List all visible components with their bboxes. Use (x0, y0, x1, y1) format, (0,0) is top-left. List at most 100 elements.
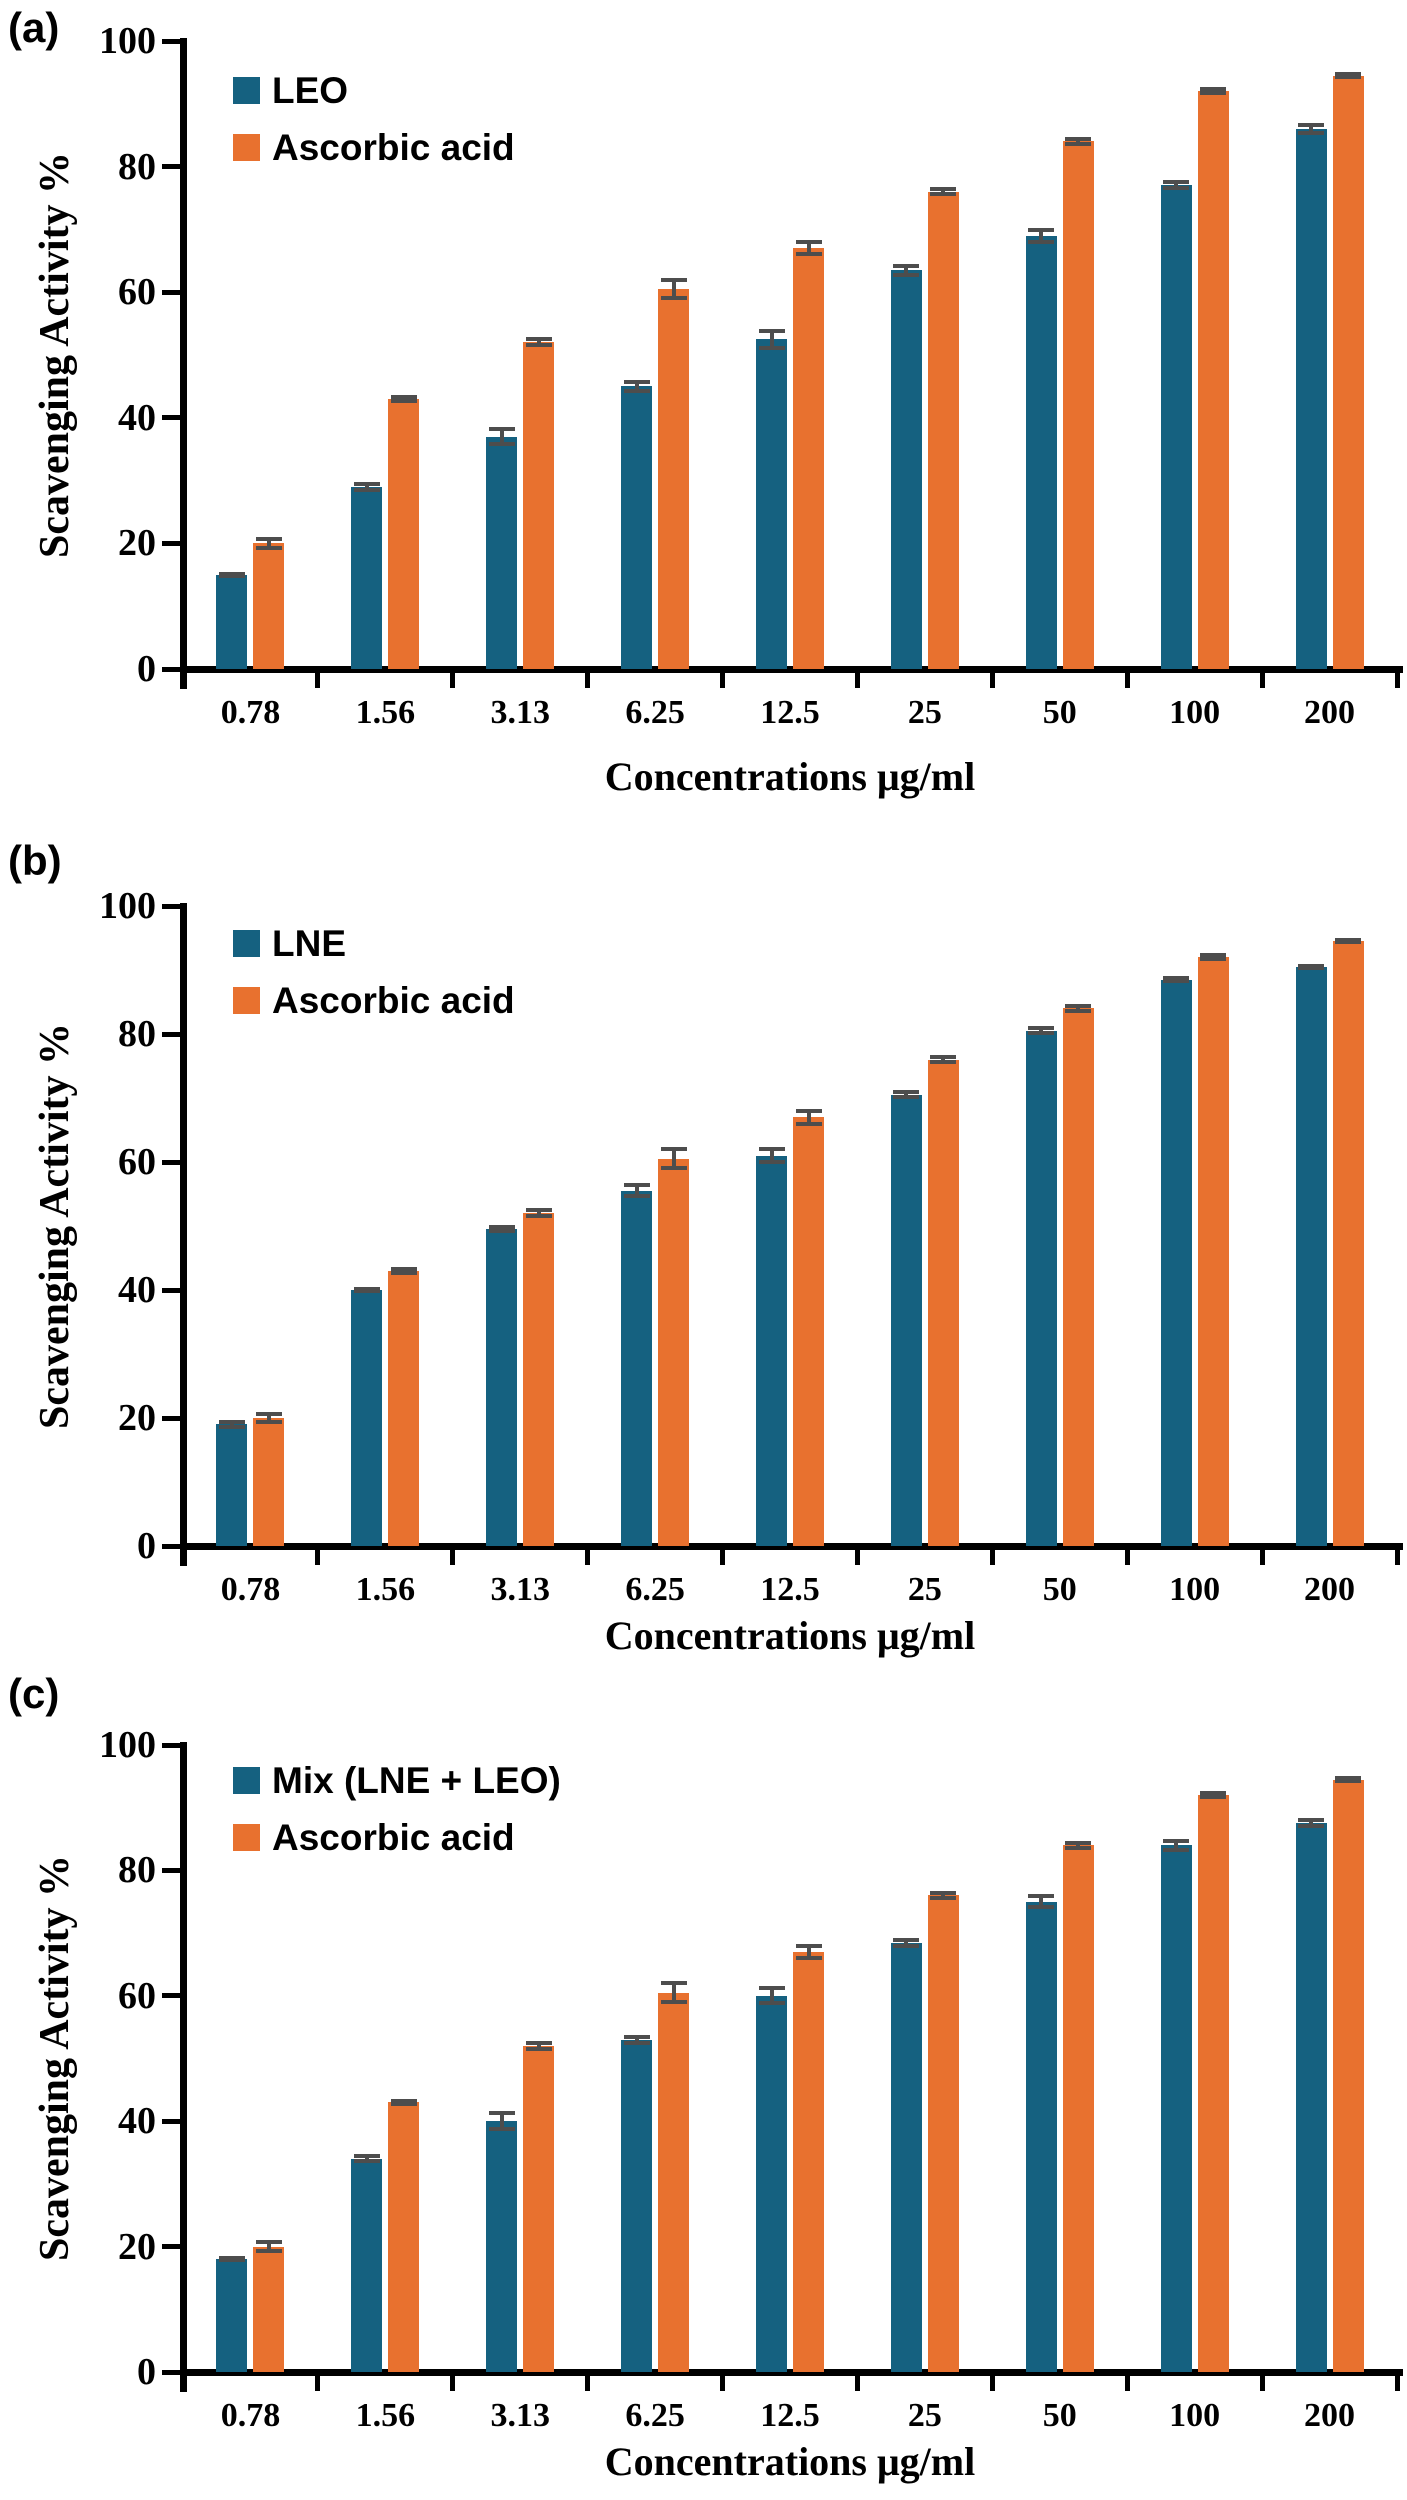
error-whisker (806, 1108, 811, 1126)
error-cap-top (1298, 1818, 1325, 1823)
error-cap-bottom (255, 2248, 282, 2253)
x-tick-mark (989, 672, 995, 688)
bar (253, 543, 285, 669)
legend: LEO Ascorbic acid (233, 69, 515, 183)
bar (1332, 75, 1364, 669)
bar (1160, 185, 1192, 669)
y-tick-mark (162, 2118, 181, 2124)
error-whisker (1039, 1894, 1044, 1910)
legend-label: Mix (LNE + LEO) (272, 1760, 561, 1801)
bar (1295, 128, 1327, 669)
y-tick-mark (162, 2369, 181, 2375)
y-tick-label: 60 (118, 1974, 156, 2017)
error-whisker (536, 337, 541, 348)
x-tick-label: 25 (907, 1571, 942, 1608)
error-cap-top (218, 1419, 245, 1424)
y-tick-label: 40 (118, 2100, 156, 2143)
error-bar (1335, 1776, 1362, 1783)
error-bar (353, 1287, 380, 1293)
y-tick-mark (162, 38, 181, 44)
error-cap-bottom (218, 1424, 245, 1429)
error-cap-bottom (525, 343, 552, 348)
x-tick-label: 100 (1169, 2397, 1221, 2434)
x-tick-label: 0.78 (220, 1571, 281, 1608)
error-whisker (634, 1183, 639, 1199)
error-bar (218, 571, 245, 578)
error-cap-bottom (1335, 1778, 1362, 1783)
error-whisker (1174, 1839, 1179, 1852)
x-tick-label: 6.25 (625, 2397, 685, 2434)
error-cap-top (1298, 122, 1325, 127)
error-bar (930, 187, 957, 197)
error-bar (893, 1937, 920, 1948)
error-bar (660, 1147, 687, 1171)
error-whisker (634, 380, 639, 393)
error-bar (1028, 1026, 1055, 1036)
y-tick-mark (162, 666, 181, 672)
error-bar (488, 2111, 515, 2132)
error-cap-top (1200, 953, 1227, 958)
panel-c-plot-area: Scavenging Activity % Concentrations μg/… (32, 1725, 1403, 2484)
y-tick-label: 20 (118, 1397, 156, 1439)
error-cap-bottom (353, 487, 380, 492)
bar (1160, 1845, 1192, 2372)
bar (890, 270, 922, 669)
error-cap-bottom (660, 296, 687, 301)
error-whisker (941, 187, 946, 197)
error-cap-bottom (893, 1095, 920, 1100)
error-whisker (1039, 1026, 1044, 1036)
legend-item: LEO (233, 69, 515, 113)
error-cap-bottom (758, 1159, 785, 1164)
error-cap-top (525, 337, 552, 342)
error-bar (1200, 1791, 1227, 1799)
legend-label: Ascorbic acid (272, 127, 515, 168)
bar (351, 2158, 383, 2372)
bar (351, 486, 383, 669)
error-whisker (499, 2111, 504, 2132)
x-tick-mark (720, 1549, 726, 1565)
error-bar (1065, 1003, 1092, 1013)
bar (388, 2102, 420, 2372)
error-cap-bottom (525, 2046, 552, 2051)
y-axis-title: Scavenging Activity % (32, 1023, 78, 1429)
bar (351, 1290, 383, 1546)
error-cap-top (488, 2111, 515, 2116)
error-cap-bottom (1200, 957, 1227, 962)
error-whisker (769, 1147, 774, 1164)
x-tick-mark (180, 672, 186, 688)
bar (216, 2259, 248, 2372)
error-cap-top (758, 328, 785, 333)
error-cap-bottom (930, 192, 957, 197)
bar (486, 436, 518, 669)
x-axis-line (180, 2369, 1403, 2376)
error-cap-top (1163, 976, 1190, 981)
y-axis-line (180, 38, 187, 689)
legend-item: LNE (233, 922, 515, 966)
error-cap-top (1335, 1776, 1362, 1781)
error-bar (795, 240, 822, 257)
error-bar (488, 1225, 515, 1234)
panel-b-plot-area: Scavenging Activity % Concentrations μg/… (32, 886, 1403, 1658)
error-cap-top (623, 380, 650, 385)
error-cap-top (795, 1943, 822, 1948)
y-tick-mark (162, 1543, 181, 1549)
error-bar (525, 2040, 552, 2051)
error-cap-bottom (795, 252, 822, 257)
error-cap-top (930, 1891, 957, 1896)
y-axis-title: Scavenging Activity % (32, 1855, 78, 2262)
y-tick-label: 20 (118, 2225, 156, 2268)
error-bar (255, 1411, 282, 1425)
y-tick-label: 60 (118, 1141, 156, 1183)
x-tick-label: 25 (907, 2397, 942, 2434)
y-tick-label: 100 (99, 20, 156, 62)
x-tick-label: 100 (1169, 1571, 1221, 1608)
bar (1025, 235, 1057, 669)
x-tick-label: 3.13 (490, 694, 550, 731)
error-cap-top (255, 537, 282, 542)
bar (216, 1424, 248, 1546)
error-bar (660, 1981, 687, 2004)
x-tick-mark (1124, 672, 1130, 688)
error-whisker (536, 2040, 541, 2051)
x-tick-mark (1394, 2375, 1400, 2391)
y-tick-label: 100 (99, 885, 156, 927)
